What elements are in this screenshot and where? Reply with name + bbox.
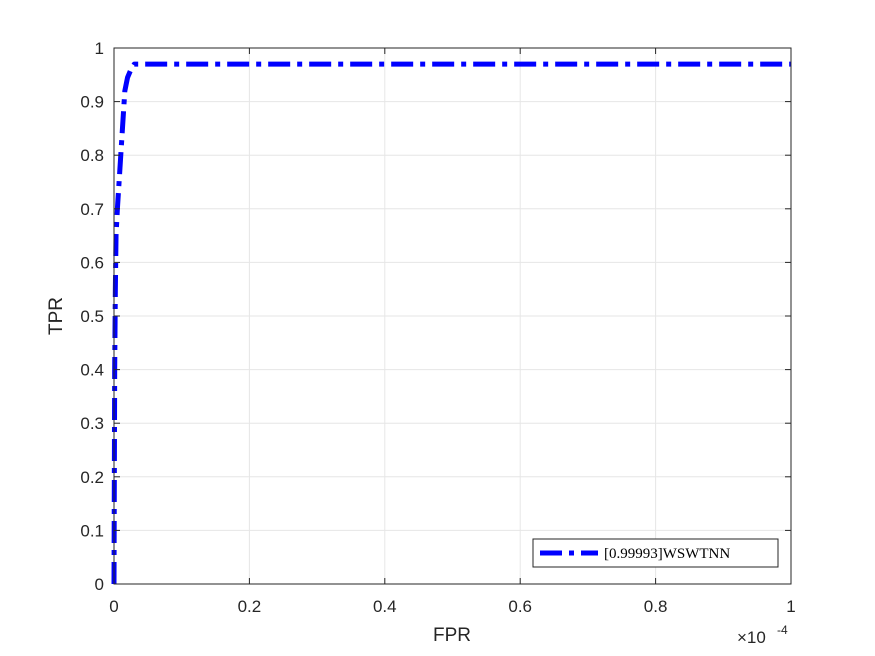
y-tick-label: 1 — [95, 39, 104, 58]
x-tick-labels: 0 0.2 0.4 0.6 0.8 1 — [109, 597, 795, 616]
legend: [0.99993]WSWTNN — [532, 538, 779, 568]
x-tick-label: 1 — [786, 597, 795, 616]
y-tick-label: 0.3 — [80, 414, 104, 433]
ticks — [113, 47, 792, 585]
x-tick-label: 0.6 — [508, 597, 532, 616]
y-tick-label: 0 — [95, 575, 104, 594]
y-tick-label: 0.1 — [80, 521, 104, 540]
x-axis-title: FPR — [433, 625, 471, 646]
y-tick-label: 0.6 — [80, 253, 104, 272]
y-tick-label: 0.7 — [80, 200, 104, 219]
y-tick-label: 0.5 — [80, 307, 104, 326]
x-tick-label: 0.4 — [373, 597, 397, 616]
x-exponent-label: ×10 — [737, 628, 766, 647]
y-tick-label: 0.2 — [80, 468, 104, 487]
legend-entry-label: [0.99993]WSWTNN — [604, 546, 730, 562]
x-tick-label: 0 — [109, 597, 118, 616]
y-tick-label: 0.9 — [80, 93, 104, 112]
y-tick-label: 0.4 — [80, 361, 104, 380]
y-tick-label: 0.8 — [80, 146, 104, 165]
x-exponent-power: -4 — [777, 623, 788, 637]
x-tick-label: 0.8 — [644, 597, 668, 616]
x-tick-label: 0.2 — [238, 597, 262, 616]
y-tick-labels: 0 0.1 0.2 0.3 0.4 0.5 0.6 0.7 0.8 0.9 1 — [80, 39, 104, 594]
y-axis-title: TPR — [46, 297, 67, 335]
